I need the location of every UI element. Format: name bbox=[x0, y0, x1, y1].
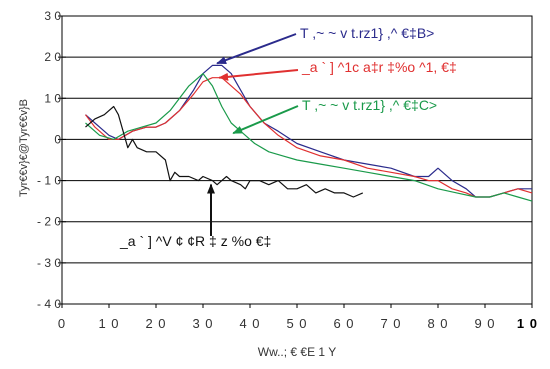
x-tick-label: 0 bbox=[58, 316, 66, 331]
arrow-series-2 bbox=[218, 69, 299, 81]
x-tick-label: 2 0 bbox=[145, 316, 166, 331]
series-line-2 bbox=[85, 77, 533, 198]
x-tick-label: 5 0 bbox=[286, 316, 307, 331]
y-axis-label: Tyr€€v}€@Tyr€€v}B bbox=[18, 99, 30, 197]
x-tick-label: 4 0 bbox=[239, 316, 260, 331]
x-tick-label: 8 0 bbox=[427, 316, 448, 331]
annotation-series-2: _a ` ] ^1c a‡r ‡%o ^1, €‡ bbox=[301, 59, 457, 75]
x-tick-label: 1 0 bbox=[98, 316, 119, 331]
annotation-series-4: _a ` ] ^V ¢ ¢R ‡ z %o €‡ bbox=[119, 233, 271, 249]
x-tick-label: 9 0 bbox=[474, 316, 495, 331]
y-tick-label: 1 0 bbox=[44, 91, 61, 105]
annotation-arrows bbox=[207, 33, 299, 236]
x-tick-label: 6 0 bbox=[333, 316, 354, 331]
x-tick-label: 7 0 bbox=[380, 316, 401, 331]
x-axis: 0 1 0 2 0 3 0 4 0 5 0 6 0 7 0 8 0 9 0 1 0 bbox=[58, 304, 538, 331]
arrow-series-1 bbox=[216, 33, 297, 65]
x-tick-label: 3 0 bbox=[192, 316, 213, 331]
x-tick-label: 1 0 bbox=[517, 316, 538, 331]
annotation-series-1: T ,~ ~ v t.rz1} ,^ €‡B> bbox=[300, 25, 434, 41]
y-tick-label: - 4 0 bbox=[37, 297, 61, 311]
series-line-4 bbox=[85, 105, 364, 198]
y-tick-label: - 1 0 bbox=[37, 174, 61, 188]
annotation-series-3: T ,~ ~ v t.rz1} ,^ €‡C> bbox=[302, 97, 437, 113]
y-tick-label: 2 0 bbox=[44, 50, 61, 64]
arrow-series-3 bbox=[232, 105, 299, 135]
grid bbox=[62, 15, 532, 305]
x-axis-label: Ww..; € €E 1 Y bbox=[258, 345, 336, 359]
series-line-3 bbox=[85, 72, 533, 202]
y-tick-label: 3 0 bbox=[44, 9, 61, 23]
y-tick-label: - 3 0 bbox=[37, 256, 61, 270]
y-axis: 3 0 2 0 1 0 0 - 1 0 - 2 0 - 3 0 - 4 0 bbox=[37, 9, 66, 311]
series-line-1 bbox=[85, 64, 532, 198]
y-tick-label: 0 bbox=[54, 132, 61, 146]
series-lines bbox=[85, 64, 533, 202]
y-tick-label: - 2 0 bbox=[37, 215, 61, 229]
